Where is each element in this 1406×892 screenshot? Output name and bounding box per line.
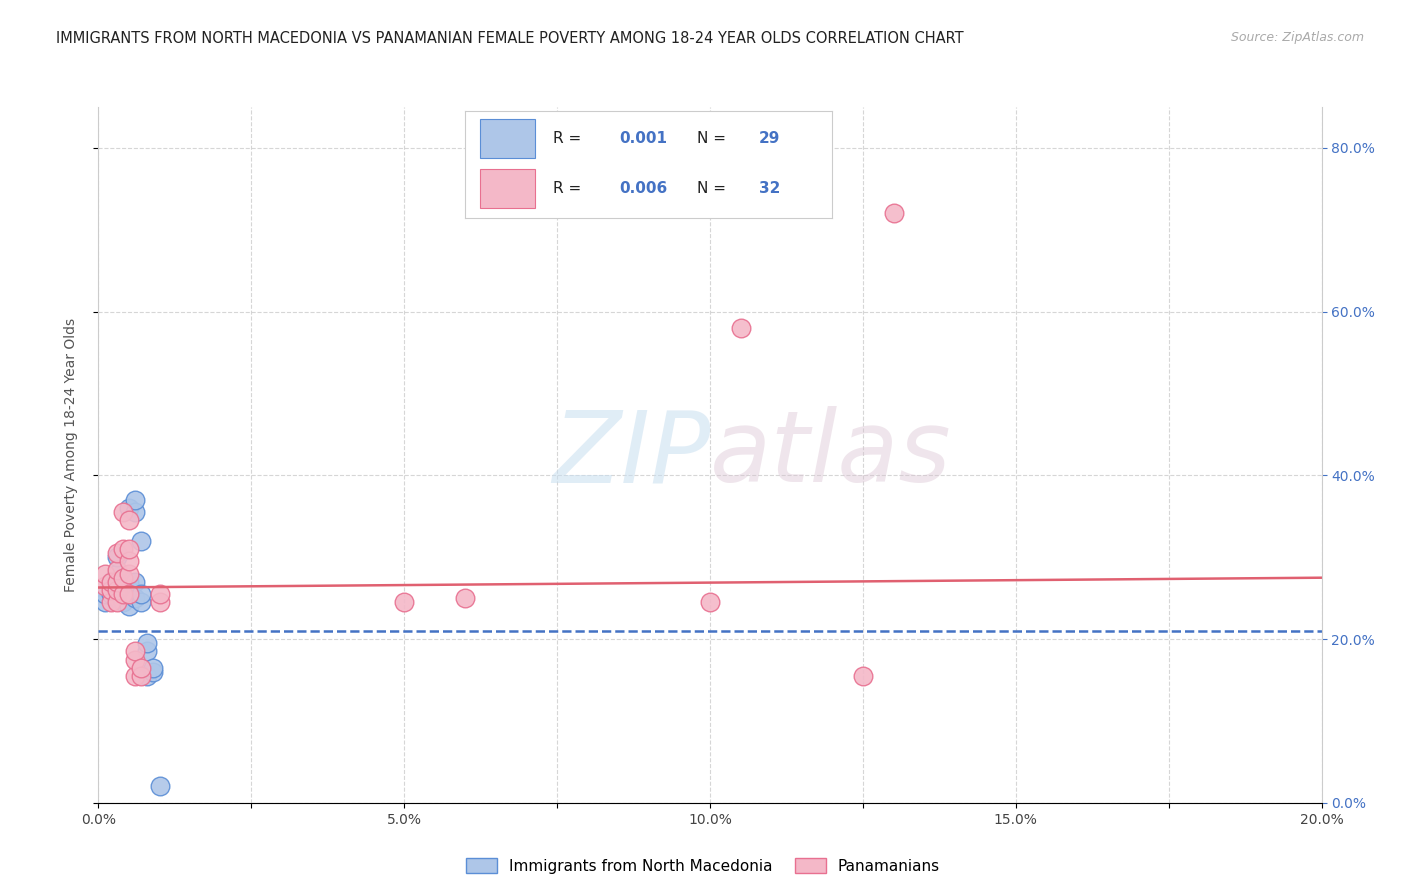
Point <box>392 595 416 609</box>
Point <box>118 542 141 557</box>
Point <box>149 587 172 601</box>
Point <box>118 554 141 568</box>
Point <box>111 587 134 601</box>
Point <box>124 591 146 606</box>
Point <box>149 780 172 794</box>
Point <box>100 574 122 589</box>
Point <box>124 644 146 658</box>
Point <box>149 595 172 609</box>
Point <box>118 501 141 516</box>
Point <box>883 206 905 220</box>
Point <box>111 571 134 585</box>
Point <box>93 566 115 581</box>
Point <box>124 574 146 589</box>
Point <box>730 321 752 335</box>
Point <box>129 669 152 683</box>
Point <box>136 644 159 658</box>
Point <box>118 599 141 614</box>
Point <box>93 587 115 601</box>
Point <box>100 574 122 589</box>
Point <box>105 591 128 606</box>
Y-axis label: Female Poverty Among 18-24 Year Olds: Female Poverty Among 18-24 Year Olds <box>63 318 77 592</box>
Point <box>105 582 128 597</box>
Point <box>118 587 141 601</box>
Point <box>111 505 134 519</box>
Point <box>118 513 141 527</box>
Point <box>111 595 134 609</box>
Point <box>93 579 115 593</box>
Point <box>100 582 122 597</box>
Point <box>129 587 152 601</box>
Point <box>93 595 115 609</box>
Point <box>111 582 134 597</box>
Point <box>111 587 134 601</box>
Point <box>129 595 152 609</box>
Text: atlas: atlas <box>710 407 952 503</box>
Point <box>105 550 128 565</box>
Point <box>142 665 165 679</box>
Point <box>100 587 122 601</box>
Point <box>454 591 477 606</box>
Text: IMMIGRANTS FROM NORTH MACEDONIA VS PANAMANIAN FEMALE POVERTY AMONG 18-24 YEAR OL: IMMIGRANTS FROM NORTH MACEDONIA VS PANAM… <box>56 31 965 46</box>
Point <box>105 574 128 589</box>
Point <box>105 562 128 576</box>
Point <box>124 492 146 507</box>
Legend: Immigrants from North Macedonia, Panamanians: Immigrants from North Macedonia, Panaman… <box>460 852 946 880</box>
Point <box>129 661 152 675</box>
Point <box>118 582 141 597</box>
Point <box>100 595 122 609</box>
Point <box>105 566 128 581</box>
Text: ZIP: ZIP <box>551 407 710 503</box>
Point <box>124 652 146 666</box>
Point <box>129 533 152 548</box>
Point <box>136 636 159 650</box>
Point <box>699 595 721 609</box>
Point <box>118 566 141 581</box>
Point <box>105 546 128 560</box>
Point <box>124 669 146 683</box>
Text: Source: ZipAtlas.com: Source: ZipAtlas.com <box>1230 31 1364 45</box>
Point <box>142 661 165 675</box>
Point <box>105 582 128 597</box>
Point <box>118 574 141 589</box>
Point <box>111 579 134 593</box>
Point <box>111 542 134 557</box>
Point <box>136 669 159 683</box>
Point <box>105 595 128 609</box>
Point <box>852 669 875 683</box>
Point <box>124 505 146 519</box>
